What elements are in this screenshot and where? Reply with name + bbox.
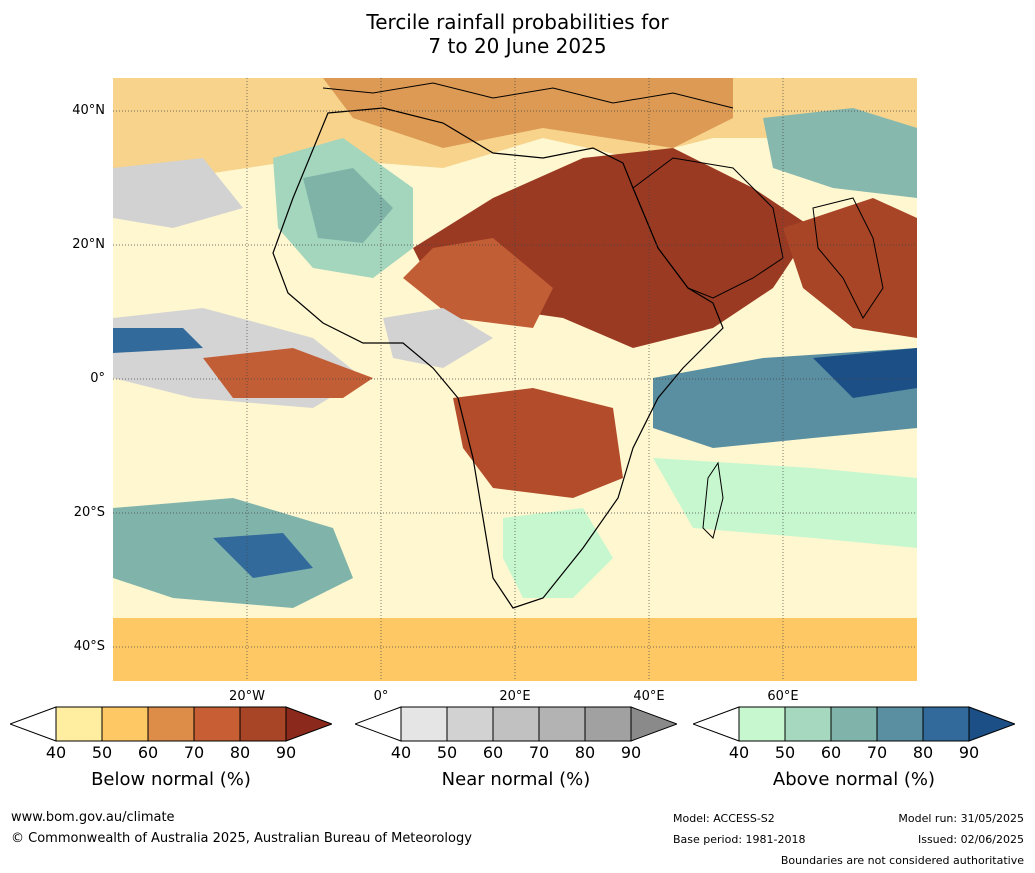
map-region-atlantic-blue bbox=[113, 328, 203, 353]
lat-label-20n: 20°N bbox=[72, 237, 105, 252]
footer-website-link[interactable]: www.bom.gov.au/climate bbox=[11, 810, 175, 825]
chart-title-line-2: 7 to 20 June 2025 bbox=[428, 34, 607, 58]
lon-label-60e: 60°E bbox=[767, 689, 799, 704]
colorbar-segment bbox=[922, 706, 970, 742]
colorbar-segment bbox=[830, 706, 878, 742]
colorbar-segment bbox=[55, 706, 103, 742]
footer-base-period: Base period: 1981-2018 bbox=[673, 833, 806, 846]
colorbar-tick-label: 50 bbox=[436, 743, 458, 762]
map-region-southern-africa bbox=[503, 508, 613, 598]
colorbar-tick-label: 90 bbox=[620, 743, 642, 762]
colorbar-tick-label: 60 bbox=[820, 743, 842, 762]
map-region-atlantic-brown bbox=[203, 348, 373, 398]
colorbar-segment bbox=[101, 706, 149, 742]
lon-label-20e: 20°E bbox=[499, 689, 531, 704]
colorbar-segment bbox=[876, 706, 924, 742]
colorbar-tick-label: 80 bbox=[912, 743, 934, 762]
lat-label-40n: 40°N bbox=[72, 103, 105, 118]
colorbar-tick-label: 90 bbox=[958, 743, 980, 762]
india-coastline bbox=[812, 197, 884, 319]
colorbar-tick-label: 70 bbox=[183, 743, 205, 762]
footer-model: Model: ACCESS-S2 bbox=[673, 812, 775, 825]
colorbar-near-normal bbox=[355, 706, 677, 742]
colorbar-segment bbox=[584, 706, 632, 742]
lat-label-40s: 40°S bbox=[73, 639, 105, 654]
lat-label-equator: 0° bbox=[90, 371, 105, 386]
colorbar-tick-label: 70 bbox=[528, 743, 550, 762]
map-region-indian-ocean-dark bbox=[813, 348, 917, 398]
colorbar-segment bbox=[400, 706, 448, 742]
map-region-grey-patch-1 bbox=[113, 158, 243, 228]
colorbar-tick-label: 50 bbox=[91, 743, 113, 762]
colorbar-segment bbox=[738, 706, 786, 742]
europe-coastline bbox=[322, 82, 734, 109]
colorbar-segment bbox=[492, 706, 540, 742]
footer-issued: Issued: 02/06/2025 bbox=[917, 833, 1024, 846]
colorbar-tick-label: 70 bbox=[866, 743, 888, 762]
colorbar-segment bbox=[784, 706, 832, 742]
colorbar-segment bbox=[10, 706, 57, 742]
madagascar-coastline bbox=[702, 461, 724, 539]
colorbar-tick-label: 40 bbox=[45, 743, 67, 762]
chart-title-line-1: Tercile rainfall probabilities for bbox=[366, 10, 669, 34]
colorbar-tick-label: 60 bbox=[137, 743, 159, 762]
colorbar-tick-label: 80 bbox=[574, 743, 596, 762]
colorbar-segment bbox=[446, 706, 494, 742]
colorbar-segment bbox=[285, 706, 332, 742]
map-region-south-ocean bbox=[113, 618, 917, 681]
map-region-central-africa bbox=[453, 388, 623, 498]
graticule bbox=[113, 78, 917, 681]
colorbar-below-normal-title: Below normal (%) bbox=[91, 769, 251, 790]
colorbar-segment bbox=[193, 706, 241, 742]
lon-label-0: 0° bbox=[373, 689, 389, 704]
colorbar-above-normal-title: Above normal (%) bbox=[772, 769, 936, 790]
colorbar-tick-label: 40 bbox=[390, 743, 412, 762]
colorbar-segment bbox=[147, 706, 195, 742]
colorbar-tick-label: 40 bbox=[728, 743, 750, 762]
rainfall-probability-map bbox=[113, 78, 917, 681]
footer-copyright: © Commonwealth of Australia 2025, Austra… bbox=[11, 831, 472, 846]
colorbar-below-normal bbox=[10, 706, 332, 742]
map-region-indian-ocean-green bbox=[653, 458, 917, 548]
colorbar-segment bbox=[630, 706, 677, 742]
colorbar-tick-label: 80 bbox=[229, 743, 251, 762]
colorbar-above-normal bbox=[693, 706, 1015, 742]
lat-label-20s: 20°S bbox=[73, 505, 105, 520]
arabia-coastline bbox=[632, 157, 784, 299]
map-region-west-africa-green-dark bbox=[303, 168, 393, 243]
colorbar-segment bbox=[968, 706, 1015, 742]
colorbar-near-normal-title: Near normal (%) bbox=[441, 769, 591, 790]
colorbar-tick-label: 90 bbox=[275, 743, 297, 762]
lon-label-40e: 40°E bbox=[633, 689, 665, 704]
colorbar-tick-label: 60 bbox=[482, 743, 504, 762]
colorbar-segment bbox=[239, 706, 287, 742]
map-region-central-asia bbox=[763, 108, 917, 198]
colorbar-segment bbox=[538, 706, 586, 742]
map-region-europe bbox=[323, 78, 733, 148]
map-region-sahara-edge bbox=[403, 238, 553, 328]
colorbar-segment bbox=[693, 706, 740, 742]
map-region-south-atlantic-dark bbox=[213, 533, 313, 578]
map-region-grey-patch-2 bbox=[383, 308, 493, 368]
footer-model-run: Model run: 31/05/2025 bbox=[898, 812, 1024, 825]
lon-label-20w: 20°W bbox=[229, 689, 265, 704]
colorbar-segment bbox=[355, 706, 402, 742]
footer-disclaimer: Boundaries are not considered authoritat… bbox=[780, 854, 1024, 867]
africa-coastline bbox=[272, 107, 724, 609]
colorbar-tick-label: 50 bbox=[774, 743, 796, 762]
